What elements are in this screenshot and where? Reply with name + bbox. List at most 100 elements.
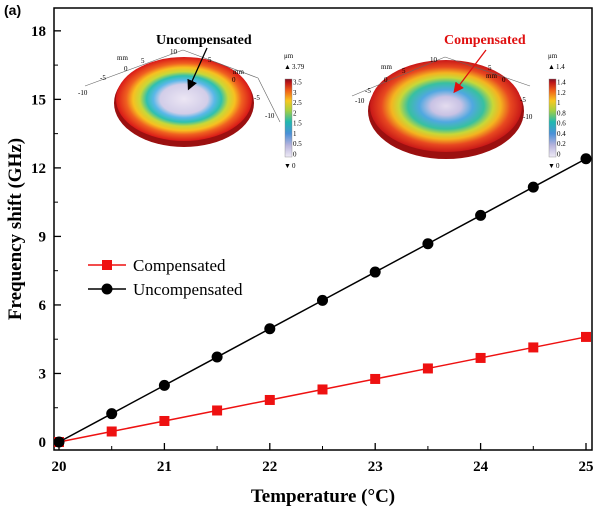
colorbar-tick-label: 0.2: [557, 140, 566, 148]
inset-compensated-colorbar-ticks: 1.4 1.2 1 0.8 0.6 0.4 0.2 0: [557, 79, 566, 159]
inset-uncompensated-colorbar: [284, 78, 293, 158]
inset-compensated-arrow: [453, 49, 487, 94]
inset-compensated-axis-tick: 10: [430, 56, 438, 64]
inset-compensated-axis-tick: -5: [520, 96, 526, 104]
colorbar-tick-label: 0.5: [293, 140, 302, 148]
colorbar-tick-label: 2.5: [293, 99, 302, 107]
inset-uncompensated-min-marker: ▼: [284, 162, 291, 170]
legend-label-uncompensated: Uncompensated: [133, 280, 243, 299]
colorbar-tick-label: 1.2: [557, 89, 566, 97]
data-point-compensated: [581, 331, 591, 342]
colorbar-tick-label: 2: [293, 109, 297, 117]
x-axis: 20 21 22 23 24 25: [52, 443, 594, 475]
inset-uncompensated-axis-tick: -10: [78, 89, 88, 97]
x-axis-label: Temperature (°C): [251, 486, 395, 507]
inset-uncompensated-colorbar-unit: μm: [284, 52, 294, 60]
data-point-compensated: [317, 384, 328, 395]
inset-uncompensated-axis-unit: mm: [117, 54, 128, 62]
colorbar-tick-label: 1.5: [293, 120, 302, 128]
data-point-uncompensated: [211, 351, 223, 363]
inset-uncompensated-title: Uncompensated: [156, 33, 252, 48]
colorbar-tick-label: 1.4: [557, 79, 566, 87]
x-tick-label: 20: [52, 459, 67, 475]
colorbar-tick-label: 0.6: [557, 120, 566, 128]
inset-compensated-colorbar: [548, 78, 557, 158]
inset-uncompensated-axis-tick: -10: [265, 112, 275, 120]
data-point-compensated: [106, 426, 117, 437]
inset-compensated-axis-tick: -10: [523, 113, 533, 121]
inset-uncompensated-axis-tick: 0: [232, 76, 236, 84]
inset-compensated-axis-tick: 5: [402, 67, 406, 75]
x-tick-label: 22: [262, 459, 277, 475]
x-tick-label: 25: [579, 459, 594, 475]
legend-marker-compensated: [102, 260, 112, 270]
x-tick-label: 23: [368, 459, 383, 475]
inset-compensated-min-label: 0: [556, 162, 560, 170]
y-tick-label: 15: [31, 92, 46, 108]
data-point-compensated: [159, 415, 170, 426]
inset-compensated-max-marker: ▲: [548, 63, 555, 71]
inset-uncompensated-axis-line: [84, 49, 184, 87]
colorbar-tick-label: 0: [293, 151, 297, 159]
inset-uncompensated-axis-tick: 5: [141, 57, 145, 65]
inset-compensated-axis-tick: 0: [384, 76, 388, 84]
inset-compensated-min-marker: ▼: [548, 162, 555, 170]
y-tick-label: 9: [39, 229, 47, 245]
y-axis: 0 3 6 9 12 15 18: [31, 24, 61, 451]
colorbar-tick-label: 3.5: [293, 79, 302, 87]
inset-uncompensated-axis-tick: 5: [208, 56, 212, 64]
y-tick-label: 0: [39, 435, 47, 451]
data-point-uncompensated: [53, 436, 65, 448]
inset-uncompensated-axis-tick: -5: [100, 74, 106, 82]
inset-compensated-max-label: 1.4: [556, 63, 565, 71]
inset-uncompensated-axis-unit: mm: [233, 68, 244, 76]
inset-uncompensated-max-label: 3.79: [292, 63, 305, 71]
data-point-compensated: [212, 405, 223, 416]
inset-compensated-colorbar-unit: μm: [548, 52, 558, 60]
inset-uncompensated-surface: [116, 57, 252, 141]
data-point-uncompensated: [369, 266, 381, 278]
inset-uncompensated-axis-tick: 0: [124, 65, 128, 73]
y-tick-label: 12: [31, 161, 46, 177]
inset-uncompensated-axis-line: [257, 77, 281, 123]
legend-marker-uncompensated: [101, 283, 113, 295]
y-axis-label: Frequency shift (GHz): [5, 138, 26, 320]
colorbar-tick-label: 1: [293, 130, 297, 138]
data-point-uncompensated: [106, 408, 118, 420]
inset-compensated-axis-tick: 0: [502, 76, 506, 84]
colorbar-tick-label: 3: [293, 89, 297, 97]
inset-compensated-axis-tick: -5: [365, 87, 371, 95]
panel-label: (a): [4, 2, 22, 18]
inset-uncompensated-axis-tick: -5: [254, 94, 260, 102]
colorbar-tick-label: 1: [557, 99, 561, 107]
y-tick-label: 6: [39, 298, 47, 314]
inset-compensated-axis-unit: mm: [486, 72, 497, 80]
y-tick-label: 3: [39, 366, 47, 382]
data-point-uncompensated: [422, 238, 434, 250]
data-point-uncompensated: [475, 209, 487, 221]
colorbar-tick-label: 0.8: [557, 109, 566, 117]
data-point-compensated: [370, 373, 381, 384]
inset-compensated-axis-tick: -10: [355, 97, 365, 105]
colorbar-tick-label: 0.4: [557, 130, 566, 138]
data-point-uncompensated: [580, 153, 592, 165]
inset-compensated-axis-line: [444, 56, 531, 87]
inset-uncompensated-max-marker: ▲: [284, 63, 291, 71]
inset-uncompensated-arrow: [187, 47, 208, 91]
y-tick-label: 18: [31, 24, 46, 40]
inset-uncompensated-colorbar-ticks: 3.5 3 2.5 2 1.5 1 0.5 0: [293, 79, 302, 159]
series-layer: [53, 153, 592, 448]
colorbar-tick-label: 0: [557, 151, 561, 159]
inset-uncompensated-axis-tick: 10: [170, 48, 178, 56]
data-point-compensated: [528, 342, 539, 353]
data-point-uncompensated: [317, 294, 328, 306]
legend: Compensated Uncompensated: [88, 256, 243, 299]
inset-compensated: mm mm 10 5 0 -5 -10 5 0 -5 -10 μm ▲ 1.4 …: [351, 33, 566, 170]
x-tick-label: 21: [157, 459, 172, 475]
inset-uncompensated-min-label: 0: [292, 162, 296, 170]
x-tick-label: 24: [473, 459, 489, 475]
data-point-compensated: [264, 394, 275, 405]
inset-compensated-axis-line: [351, 56, 446, 97]
inset-uncompensated: mm mm 10 5 0 -5 -10 5 0 -5 -10 μm ▲ 3.79…: [78, 33, 305, 170]
